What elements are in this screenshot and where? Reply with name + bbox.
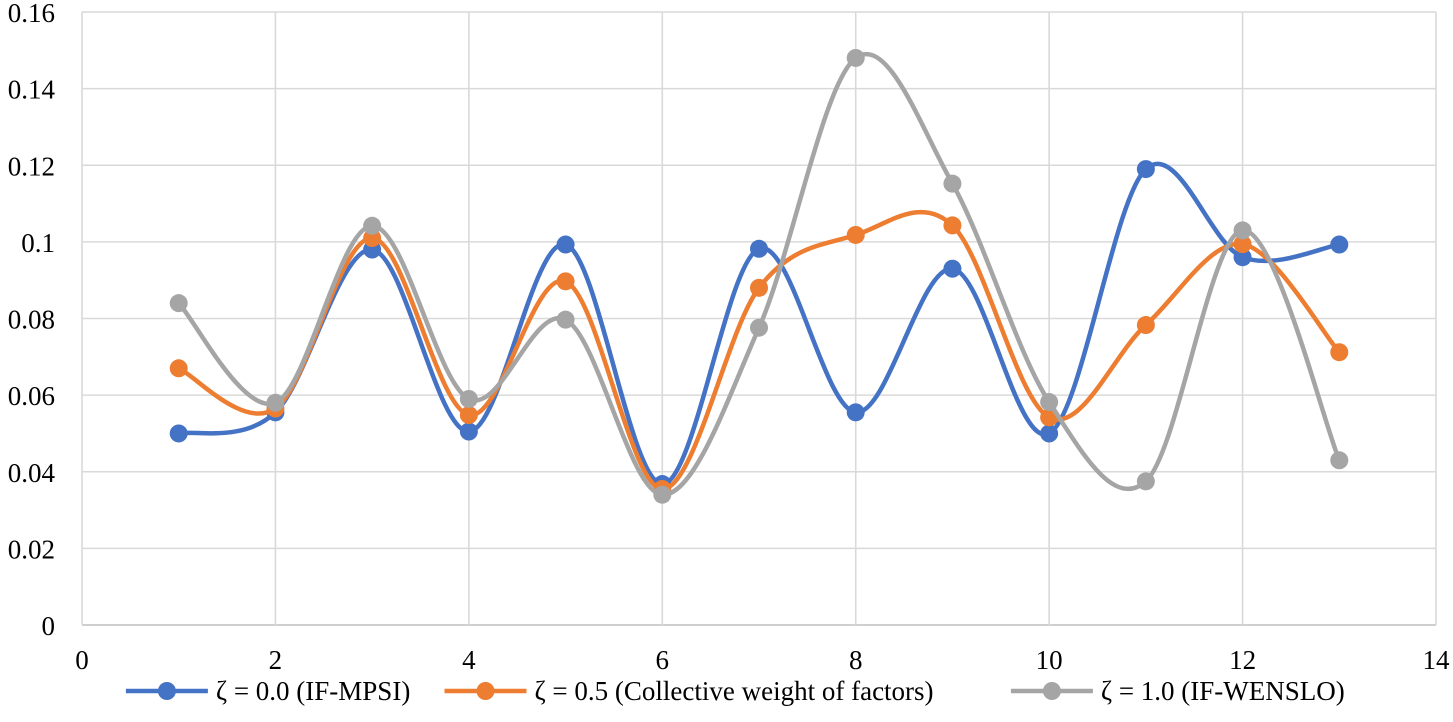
data-point xyxy=(1330,235,1349,254)
y-tick-label: 0.12 xyxy=(8,151,55,181)
x-tick-label: 4 xyxy=(462,645,476,675)
data-point xyxy=(1040,424,1059,443)
data-point xyxy=(750,239,768,258)
y-tick-label: 0.06 xyxy=(8,381,55,411)
data-point xyxy=(943,259,962,278)
x-tick-label: 6 xyxy=(656,645,670,675)
data-point xyxy=(459,389,478,408)
data-point xyxy=(1330,451,1349,470)
data-point xyxy=(1136,316,1155,335)
data-point xyxy=(846,403,865,422)
axes: 0 0.02 0.04 0.06 0.08 0.1 0.12 0.14 0.16 0 2 4 6 8 10 1… xyxy=(8,0,1450,675)
y-tick-label: 0.1 xyxy=(21,228,55,258)
y-tick-label: 0 xyxy=(42,611,56,641)
x-tick-label: 2 xyxy=(269,645,283,675)
data-point xyxy=(169,359,188,378)
grid xyxy=(81,11,1437,626)
series-3 xyxy=(169,48,1349,504)
y-tick-label: 0.16 xyxy=(8,0,55,28)
x-tick-label: 14 xyxy=(1423,645,1451,675)
data-point xyxy=(459,406,478,425)
data-point xyxy=(556,235,575,254)
x-tick-label: 0 xyxy=(75,645,89,675)
data-point xyxy=(1233,235,1252,254)
data-point xyxy=(169,294,188,313)
x-tick-label: 10 xyxy=(1036,645,1063,675)
data-point xyxy=(1136,160,1155,179)
data-point xyxy=(750,278,768,297)
data-point xyxy=(1136,472,1155,491)
data-point xyxy=(556,310,575,329)
data-point xyxy=(943,174,962,193)
legend-label: ζ = 0.5 (Collective weight of factors) xyxy=(535,676,934,706)
data-point xyxy=(750,318,768,337)
data-point xyxy=(556,272,575,291)
data-point xyxy=(653,485,672,504)
data-point xyxy=(1233,221,1252,240)
legend-marker xyxy=(1042,682,1061,700)
legend-label: ζ = 0.0 (IF-MPSI) xyxy=(216,676,410,706)
data-point xyxy=(846,225,865,244)
series-line xyxy=(176,161,1342,487)
y-tick-label: 0.14 xyxy=(8,75,56,105)
x-tick-label: 12 xyxy=(1229,645,1256,675)
data-point xyxy=(459,422,478,441)
y-tick-label: 0.08 xyxy=(8,305,55,335)
series-line xyxy=(176,51,1342,497)
data-point xyxy=(363,216,382,235)
legend-label: ζ = 1.0 (IF-WENSLO) xyxy=(1101,676,1345,706)
legend-item: ζ = 0.0 (IF-MPSI) xyxy=(125,676,410,706)
data-point xyxy=(1040,393,1059,412)
legend: ζ = 0.0 (IF-MPSI) ζ = 0.5 (Collective wei… xyxy=(125,676,1345,706)
data-point xyxy=(943,216,962,235)
data-point xyxy=(846,48,865,67)
y-tick-label: 0.02 xyxy=(8,534,55,564)
y-tick-label: 0.04 xyxy=(8,458,56,488)
legend-marker xyxy=(157,682,176,700)
x-tick-label: 8 xyxy=(849,645,863,675)
series-layer xyxy=(169,48,1349,504)
legend-item: ζ = 1.0 (IF-WENSLO) xyxy=(1010,676,1345,706)
data-point xyxy=(1330,343,1349,362)
data-point xyxy=(1233,248,1252,267)
legend-marker xyxy=(476,682,495,700)
legend-item: ζ = 0.5 (Collective weight of factors) xyxy=(444,676,934,706)
data-point xyxy=(169,424,188,443)
data-point xyxy=(266,393,285,412)
